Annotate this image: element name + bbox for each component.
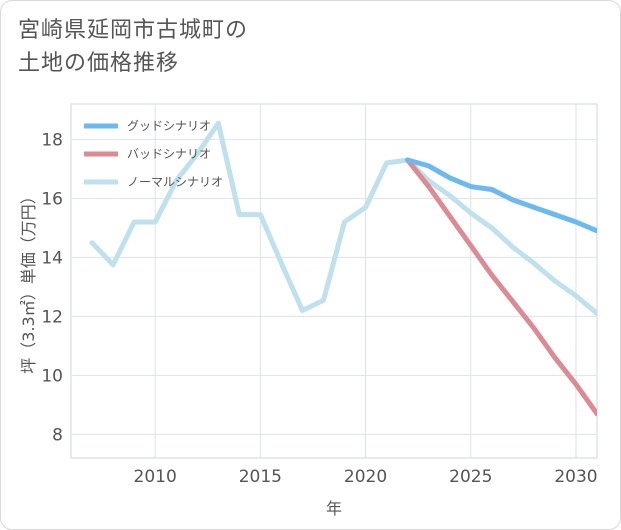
- series-layer: [89, 120, 597, 417]
- y-axis-label: 坪（3.3㎡）単価（万円）: [19, 188, 38, 373]
- legend-label-2: ノーマルシナリオ: [127, 175, 223, 189]
- y-tick-label-16: 16: [41, 189, 63, 209]
- y-tick-label-14: 14: [41, 248, 63, 268]
- x-tick-label-2020: 2020: [344, 467, 387, 487]
- axis-ticks: 2010 2015 2020 2025 2030 8 10 12 14 16 18: [41, 130, 597, 487]
- x-tick-label-2030: 2030: [554, 467, 597, 487]
- x-axis-label: 年: [326, 499, 342, 518]
- x-tick-label-2025: 2025: [449, 467, 492, 487]
- y-tick-label-8: 8: [52, 425, 63, 445]
- plot-area: [70, 103, 598, 459]
- legend-label-0: グッドシナリオ: [127, 119, 211, 133]
- x-tick-label-2010: 2010: [134, 467, 177, 487]
- chart-title-line-2: 土地の価格推移: [18, 51, 180, 76]
- chart-title-line-1: 宮崎県延岡市古城町の: [18, 18, 249, 43]
- y-tick-label-12: 12: [41, 307, 63, 327]
- y-tick-label-10: 10: [41, 366, 63, 386]
- series-line-0: [405, 157, 597, 234]
- chart-title: 宮崎県延岡市古城町の 土地の価格推移: [18, 14, 248, 80]
- series-line-1: [405, 157, 597, 417]
- legend-label-1: バッドシナリオ: [127, 147, 211, 161]
- x-tick-label-2015: 2015: [239, 467, 282, 487]
- y-tick-label-18: 18: [41, 130, 63, 150]
- series-line-2: [89, 120, 597, 316]
